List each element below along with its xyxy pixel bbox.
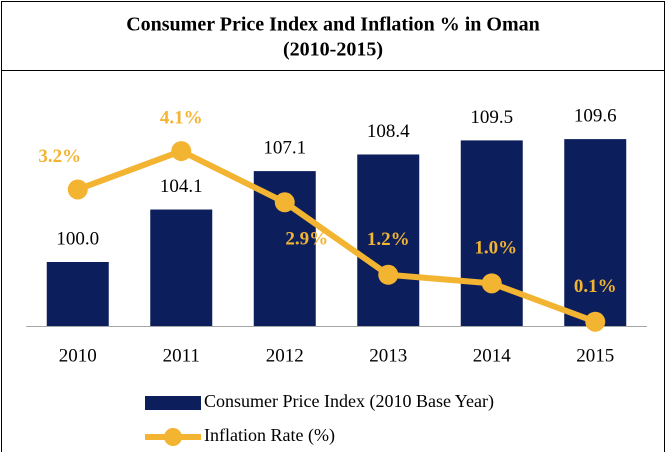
x-tick-label: 2013 bbox=[369, 345, 407, 366]
bar bbox=[357, 154, 420, 326]
line-value-label: 2.9% bbox=[285, 229, 328, 250]
legend-label: Consumer Price Index (2010 Base Year) bbox=[204, 391, 494, 412]
line-marker bbox=[67, 179, 88, 200]
bar-value-label: 104.1 bbox=[160, 176, 203, 197]
bar bbox=[564, 139, 627, 326]
bar bbox=[460, 140, 523, 326]
bar bbox=[46, 262, 109, 326]
x-tick-label: 2011 bbox=[163, 345, 200, 366]
chart-title: Consumer Price Index and Inflation % in … bbox=[126, 14, 540, 36]
legend-marker bbox=[164, 428, 182, 446]
line-value-label: 4.1% bbox=[160, 107, 203, 128]
legend-label: Inflation Rate (%) bbox=[204, 425, 335, 446]
bar-value-label: 107.1 bbox=[263, 137, 306, 158]
line-value-label: 1.2% bbox=[367, 229, 410, 250]
line-marker bbox=[378, 264, 399, 285]
x-tick-label: 2015 bbox=[576, 345, 614, 366]
line-marker bbox=[585, 311, 606, 332]
line-marker bbox=[171, 141, 192, 162]
bar bbox=[150, 209, 213, 326]
line-value-label: 0.1% bbox=[574, 276, 617, 297]
line-marker bbox=[274, 192, 295, 213]
x-tick-label: 2010 bbox=[59, 345, 97, 366]
bar-value-label: 109.5 bbox=[470, 107, 513, 128]
chart-subtitle: (2010-2015) bbox=[283, 39, 383, 61]
bar-value-label: 100.0 bbox=[56, 228, 99, 249]
line-value-label: 1.0% bbox=[474, 238, 517, 259]
x-tick-label: 2014 bbox=[473, 345, 512, 366]
x-tick-label: 2012 bbox=[266, 345, 304, 366]
bar-value-label: 108.4 bbox=[367, 121, 410, 142]
inflation-line bbox=[76, 148, 597, 325]
legend-swatch bbox=[145, 396, 201, 410]
line-marker bbox=[481, 273, 502, 294]
line-value-label: 3.2% bbox=[38, 146, 81, 167]
bar-value-label: 109.6 bbox=[574, 105, 617, 126]
